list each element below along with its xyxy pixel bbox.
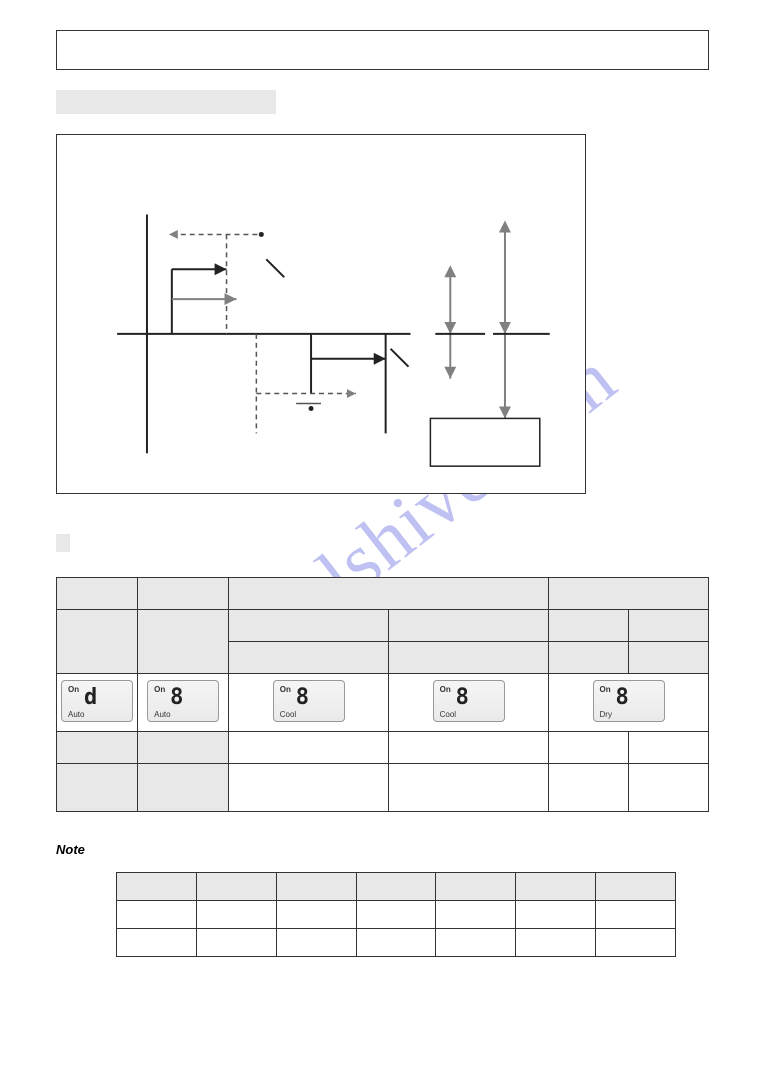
lcd-on-label: On	[280, 685, 291, 694]
lcd-icon: On 8 Cool	[433, 680, 505, 722]
lcd-digit: d	[84, 685, 97, 710]
lcd-digit: 8	[296, 685, 309, 710]
title-box	[56, 30, 709, 70]
lcd-icon: On 8 Dry	[593, 680, 665, 722]
lcd-digit: 8	[456, 685, 469, 710]
lcd-mode: Cool	[440, 710, 456, 719]
lcd-mode: Auto	[154, 710, 170, 719]
secondary-table	[116, 872, 676, 957]
lcd-on-label: On	[68, 685, 79, 694]
lcd-mode: Auto	[68, 710, 84, 719]
lcd-on-label: On	[600, 685, 611, 694]
lcd-digit: 8	[616, 685, 629, 710]
diagram-svg	[57, 135, 585, 493]
mode-table: On d Auto On 8 Auto On 8 Cool	[56, 577, 709, 812]
lcd-on-label: On	[440, 685, 451, 694]
section-header	[56, 90, 276, 114]
lcd-on-label: On	[154, 685, 165, 694]
control-diagram	[56, 134, 586, 494]
subsection-marker	[56, 534, 70, 552]
lcd-mode: Cool	[280, 710, 296, 719]
lcd-icon: On 8 Auto	[147, 680, 219, 722]
lcd-icon: On 8 Cool	[273, 680, 345, 722]
note-label: Note	[56, 842, 709, 857]
lcd-mode: Dry	[600, 710, 612, 719]
page-content: On d Auto On 8 Auto On 8 Cool	[56, 30, 709, 957]
lcd-digit: 8	[170, 685, 183, 710]
lcd-icon: On d Auto	[61, 680, 133, 722]
